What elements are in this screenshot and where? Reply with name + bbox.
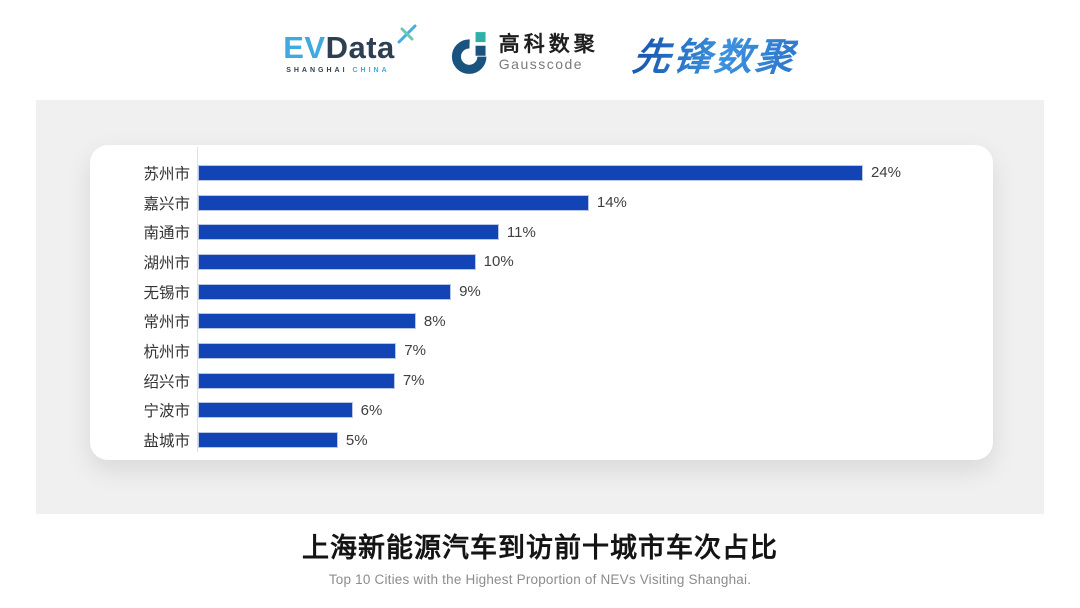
bar	[198, 313, 416, 330]
category-label: 宁波市	[143, 403, 190, 421]
evdata-ev-text: EV	[283, 30, 326, 65]
bar	[198, 402, 353, 419]
bar-area: 24%	[198, 164, 901, 181]
bar	[198, 194, 589, 211]
bar-area: 8%	[198, 313, 901, 330]
bar-area: 5%	[198, 432, 901, 449]
bar-area: 7%	[198, 342, 901, 359]
evdata-x-icon	[397, 24, 417, 44]
evdata-sub-left: SHANGHAI	[286, 67, 348, 74]
value-label: 14%	[596, 194, 627, 212]
bar-row: 湖州市 10%	[90, 247, 993, 277]
gausscode-cn-text: 高科数聚	[498, 33, 599, 57]
bar	[198, 432, 338, 449]
category-label: 南通市	[143, 225, 190, 243]
category-label: 杭州市	[143, 343, 190, 361]
evdata-sub-right: CHINA	[352, 67, 390, 74]
bar-row: 绍兴市 7%	[90, 366, 993, 396]
value-label: 7%	[402, 372, 425, 390]
bar	[198, 253, 476, 270]
bar-area: 10%	[198, 253, 901, 270]
evdata-data-text: Data	[325, 30, 395, 65]
chart-card: 苏州市 24% 嘉兴市 14% 南通市 11% 湖州市 10% 无锡市 9% 常州市 8% 杭州市 7% 绍…	[90, 145, 993, 460]
category-label: 湖州市	[143, 254, 190, 272]
bar-area: 6%	[198, 402, 901, 419]
evdata-wordmark: EV Data	[283, 24, 417, 65]
bar	[198, 283, 452, 300]
bar-area: 11%	[198, 224, 901, 241]
bar-area: 14%	[198, 194, 901, 211]
category-label: 嘉兴市	[143, 195, 190, 213]
gausscode-g-icon	[451, 32, 487, 74]
footer: 上海新能源汽车到访前十城市车次占比 Top 10 Cities with the…	[0, 526, 1080, 587]
header-logos: EV Data SHANGHAI CHINA 高科数聚 Gausscode	[0, 0, 1080, 96]
gausscode-logo: 高科数聚 Gausscode	[451, 30, 599, 76]
bar-row: 苏州市 24%	[90, 158, 993, 188]
bar	[198, 164, 863, 181]
bar	[198, 342, 397, 359]
bar-chart: 苏州市 24% 嘉兴市 14% 南通市 11% 湖州市 10% 无锡市 9% 常州市 8% 杭州市 7% 绍…	[90, 158, 993, 455]
bar	[198, 224, 499, 241]
value-label: 11%	[506, 223, 536, 241]
value-label: 7%	[404, 342, 426, 360]
chart-subtitle: Top 10 Cities with the Highest Proportio…	[328, 572, 752, 587]
evdata-subtext: SHANGHAI CHINA	[283, 67, 417, 74]
category-label: 无锡市	[143, 284, 190, 302]
bar-row: 盐城市 5%	[90, 425, 993, 455]
bar-row: 无锡市 9%	[90, 277, 993, 307]
bar-area: 9%	[198, 283, 901, 300]
value-label: 6%	[360, 401, 383, 419]
value-label: 9%	[459, 283, 481, 301]
category-label: 苏州市	[143, 165, 190, 183]
category-label: 常州市	[143, 314, 190, 332]
gausscode-text: 高科数聚 Gausscode	[499, 33, 599, 73]
bar	[198, 372, 395, 389]
category-label: 绍兴市	[143, 373, 190, 391]
pioneer-logo: 先锋数聚	[630, 26, 800, 81]
gausscode-en-text: Gausscode	[498, 56, 584, 73]
bar-row: 南通市 11%	[90, 217, 993, 247]
value-label: 5%	[345, 431, 368, 449]
y-axis-line	[197, 147, 198, 452]
bar-row: 宁波市 6%	[90, 396, 993, 426]
bar-row: 嘉兴市 14%	[90, 188, 993, 218]
value-label: 8%	[423, 312, 446, 330]
chart-title: 上海新能源汽车到访前十城市车次占比	[302, 533, 778, 563]
bar-row: 杭州市 7%	[90, 336, 993, 366]
category-label: 盐城市	[143, 433, 190, 451]
value-label: 24%	[870, 164, 901, 182]
bar-area: 7%	[198, 372, 901, 389]
bar-row: 常州市 8%	[90, 306, 993, 336]
value-label: 10%	[483, 253, 514, 271]
evdata-logo: EV Data SHANGHAI CHINA	[283, 24, 417, 74]
